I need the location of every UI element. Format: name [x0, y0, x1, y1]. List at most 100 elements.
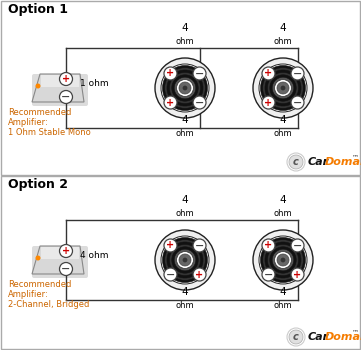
Text: ohm: ohm [274, 129, 292, 138]
Circle shape [287, 328, 305, 346]
Circle shape [174, 77, 196, 99]
Circle shape [289, 330, 303, 344]
Circle shape [169, 244, 201, 275]
Text: ™: ™ [352, 329, 359, 335]
Circle shape [193, 239, 206, 252]
Text: −: − [195, 69, 204, 78]
Text: +: + [62, 246, 70, 256]
Circle shape [261, 238, 305, 282]
Circle shape [177, 252, 193, 268]
Circle shape [262, 68, 303, 108]
Circle shape [262, 67, 275, 80]
Circle shape [268, 244, 299, 275]
Circle shape [291, 67, 304, 80]
Text: 4: 4 [280, 115, 286, 125]
Circle shape [169, 72, 201, 104]
Circle shape [275, 252, 291, 268]
Text: 4: 4 [182, 287, 188, 297]
Polygon shape [41, 247, 79, 259]
Circle shape [35, 256, 40, 260]
Text: Car: Car [308, 332, 329, 342]
Circle shape [262, 268, 275, 281]
Text: +: + [264, 69, 273, 78]
Text: 2-Channel, Bridged: 2-Channel, Bridged [8, 300, 90, 309]
Circle shape [183, 86, 187, 90]
Circle shape [259, 64, 307, 112]
Text: 4 ohm: 4 ohm [80, 251, 109, 259]
Text: Recommended: Recommended [8, 280, 71, 289]
Text: +: + [195, 270, 204, 280]
Circle shape [291, 268, 304, 281]
Circle shape [164, 239, 177, 252]
Circle shape [60, 262, 73, 275]
Circle shape [164, 268, 177, 281]
Text: ohm: ohm [176, 301, 194, 310]
Text: ohm: ohm [176, 37, 194, 46]
Text: 1 Ohm Stable Mono: 1 Ohm Stable Mono [8, 128, 91, 137]
Text: c: c [293, 332, 299, 342]
Circle shape [179, 254, 191, 266]
Circle shape [172, 247, 198, 273]
Text: +: + [293, 270, 301, 280]
Text: Option 1: Option 1 [8, 3, 68, 16]
Circle shape [291, 239, 304, 252]
Circle shape [262, 239, 275, 252]
Circle shape [179, 82, 191, 94]
Text: −: − [166, 270, 175, 280]
Text: ohm: ohm [274, 301, 292, 310]
Circle shape [165, 240, 205, 280]
Text: +: + [166, 69, 175, 78]
Circle shape [272, 77, 294, 99]
Text: ohm: ohm [176, 129, 194, 138]
Circle shape [272, 249, 294, 271]
Circle shape [167, 242, 203, 278]
Text: Amplifier:: Amplifier: [8, 290, 49, 299]
Polygon shape [41, 75, 79, 87]
Text: c: c [293, 157, 299, 167]
Circle shape [60, 72, 73, 85]
Circle shape [161, 236, 209, 284]
Circle shape [287, 153, 305, 171]
Circle shape [261, 65, 305, 111]
Circle shape [164, 67, 177, 80]
Text: −: − [264, 270, 273, 280]
Text: 4: 4 [182, 23, 188, 33]
Text: 4: 4 [280, 195, 286, 205]
Text: Domain: Domain [325, 332, 361, 342]
Circle shape [193, 268, 206, 281]
Bar [1, 1, 360, 175]
Circle shape [265, 242, 301, 278]
Circle shape [193, 67, 206, 80]
Text: 1 ohm: 1 ohm [80, 78, 109, 88]
Text: ohm: ohm [274, 37, 292, 46]
Circle shape [262, 240, 303, 280]
Text: −: − [293, 240, 302, 251]
Text: +: + [264, 98, 273, 107]
Text: ohm: ohm [176, 209, 194, 218]
Text: +: + [166, 98, 175, 107]
Text: +: + [62, 74, 70, 84]
FancyBboxPatch shape [32, 246, 88, 278]
Circle shape [270, 75, 296, 101]
Circle shape [155, 58, 215, 118]
Text: +: + [264, 240, 273, 251]
FancyBboxPatch shape [32, 74, 88, 106]
Text: −: − [293, 98, 302, 107]
Text: −: − [195, 240, 204, 251]
Circle shape [161, 64, 209, 112]
Text: ™: ™ [352, 154, 359, 160]
Circle shape [35, 84, 40, 89]
Text: Domain: Domain [325, 157, 361, 167]
Text: Recommended: Recommended [8, 108, 71, 117]
Circle shape [280, 258, 286, 262]
Circle shape [177, 79, 193, 96]
Circle shape [277, 82, 289, 94]
Polygon shape [32, 74, 84, 102]
Text: Amplifier:: Amplifier: [8, 118, 49, 127]
Circle shape [259, 236, 307, 284]
Text: 4: 4 [280, 287, 286, 297]
Circle shape [289, 155, 303, 169]
Text: Option 2: Option 2 [8, 178, 68, 191]
Circle shape [280, 86, 286, 90]
Text: −: − [195, 98, 204, 107]
